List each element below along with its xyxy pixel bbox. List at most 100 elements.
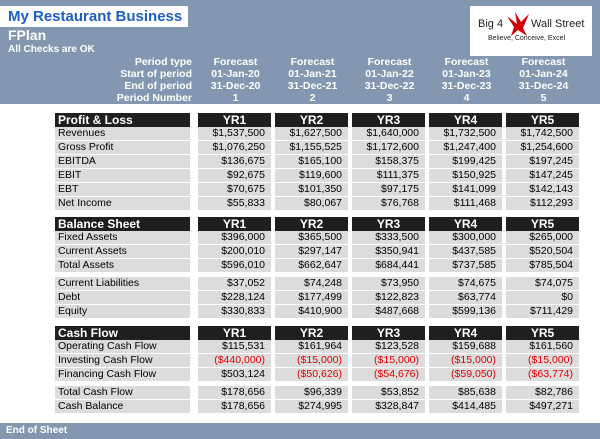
cell-value: $274,995 [275, 400, 348, 413]
column-header: YR1 [198, 217, 271, 231]
cell-value: ($15,000) [352, 354, 425, 367]
cell-value: $662,647 [275, 259, 348, 272]
period-value: Forecast [213, 56, 258, 68]
cell-value: $350,941 [352, 245, 425, 258]
cell-value: $119,600 [275, 169, 348, 182]
period-value: 31-Dec-20 [210, 80, 261, 92]
period-value: 4 [463, 92, 470, 104]
cell-value: $178,656 [198, 386, 271, 399]
cell-value: $365,500 [275, 231, 348, 244]
cell-value: $122,823 [352, 291, 425, 304]
row-label: Debt [55, 291, 190, 304]
cell-value: $1,640,000 [352, 127, 425, 140]
cell-value: $197,245 [506, 155, 579, 168]
period-label: Period Number [116, 92, 192, 104]
period-value: Forecast [444, 56, 489, 68]
cell-value: $150,925 [429, 169, 502, 182]
cell-value: $37,052 [198, 277, 271, 290]
row-label: Current Assets [55, 245, 190, 258]
cell-value: $70,675 [198, 183, 271, 196]
row-label: Revenues [55, 127, 190, 140]
cell-value: $410,900 [275, 305, 348, 318]
column-header: YR5 [506, 326, 579, 340]
cell-value: $92,675 [198, 169, 271, 182]
cell-value: $141,099 [429, 183, 502, 196]
cell-value: $142,143 [506, 183, 579, 196]
cell-value: ($63,774) [506, 368, 579, 381]
column-header: YR3 [352, 217, 425, 231]
period-label: End of period [124, 80, 192, 92]
cell-value: ($15,000) [429, 354, 502, 367]
period-value: 01-Jan-23 [442, 68, 491, 80]
cell-value: $74,675 [429, 277, 502, 290]
cell-value: $147,245 [506, 169, 579, 182]
column-header: YR4 [429, 113, 502, 127]
row-label: Financing Cash Flow [55, 368, 190, 381]
cell-value: $158,375 [352, 155, 425, 168]
cell-value: $599,136 [429, 305, 502, 318]
cell-value: ($54,676) [352, 368, 425, 381]
column-header: YR1 [198, 113, 271, 127]
cell-value: $333,500 [352, 231, 425, 244]
row-label: EBIT [55, 169, 190, 182]
cell-value: $136,675 [198, 155, 271, 168]
period-label: Start of period [120, 68, 192, 80]
period-value: 5 [540, 92, 547, 104]
cell-value: $1,742,500 [506, 127, 579, 140]
logo-brand-left: Big 4 [478, 18, 504, 30]
column-header: YR5 [506, 113, 579, 127]
cell-value: $115,531 [198, 340, 271, 353]
cell-value: $414,485 [429, 400, 502, 413]
row-label: Equity [55, 305, 190, 318]
cell-value: ($50,626) [275, 368, 348, 381]
logo-eagle [507, 12, 529, 36]
period-value: 31-Dec-23 [441, 80, 492, 92]
cell-value: $228,124 [198, 291, 271, 304]
period-value: 01-Jan-20 [211, 68, 260, 80]
cell-value: $73,950 [352, 277, 425, 290]
cell-value: $265,000 [506, 231, 579, 244]
cell-value: $396,000 [198, 231, 271, 244]
column-header: YR2 [275, 113, 348, 127]
footer-band [0, 423, 600, 439]
cell-value: $1,076,250 [198, 141, 271, 154]
column-header: YR5 [506, 217, 579, 231]
period-value: Forecast [367, 56, 412, 68]
cell-value: $80,067 [275, 197, 348, 210]
subtitle: FPlan [8, 27, 47, 43]
cell-value: $297,147 [275, 245, 348, 258]
cell-value: $76,768 [352, 197, 425, 210]
cell-value: $101,350 [275, 183, 348, 196]
cell-value: $503,124 [198, 368, 271, 381]
cell-value: $437,585 [429, 245, 502, 258]
period-value: 31-Dec-24 [518, 80, 569, 92]
cell-value: $330,833 [198, 305, 271, 318]
column-header: YR2 [275, 326, 348, 340]
cell-value: $520,504 [506, 245, 579, 258]
status: All Checks are OK [8, 44, 95, 55]
row-label: Net Income [55, 197, 190, 210]
cell-value: $74,075 [506, 277, 579, 290]
logo-brand-right: Wall Street [531, 18, 585, 30]
column-header: YR3 [352, 113, 425, 127]
cell-value: $63,774 [429, 291, 502, 304]
cell-value: $159,688 [429, 340, 502, 353]
cell-value: $1,627,500 [275, 127, 348, 140]
cell-value: ($15,000) [506, 354, 579, 367]
cell-value: $785,504 [506, 259, 579, 272]
cell-value: $497,271 [506, 400, 579, 413]
cell-value: $96,339 [275, 386, 348, 399]
cell-value: $111,375 [352, 169, 425, 182]
column-header: YR1 [198, 326, 271, 340]
period-value: 1 [232, 92, 239, 104]
cell-value: $161,560 [506, 340, 579, 353]
cell-value: ($440,000) [198, 354, 271, 367]
period-value: 3 [386, 92, 393, 104]
title: My Restaurant Business [0, 6, 188, 27]
cell-value: $0 [506, 291, 579, 304]
row-label: EBT [55, 183, 190, 196]
cell-value: $684,441 [352, 259, 425, 272]
cell-value: $737,585 [429, 259, 502, 272]
cell-value: $177,499 [275, 291, 348, 304]
period-value: 2 [309, 92, 316, 104]
